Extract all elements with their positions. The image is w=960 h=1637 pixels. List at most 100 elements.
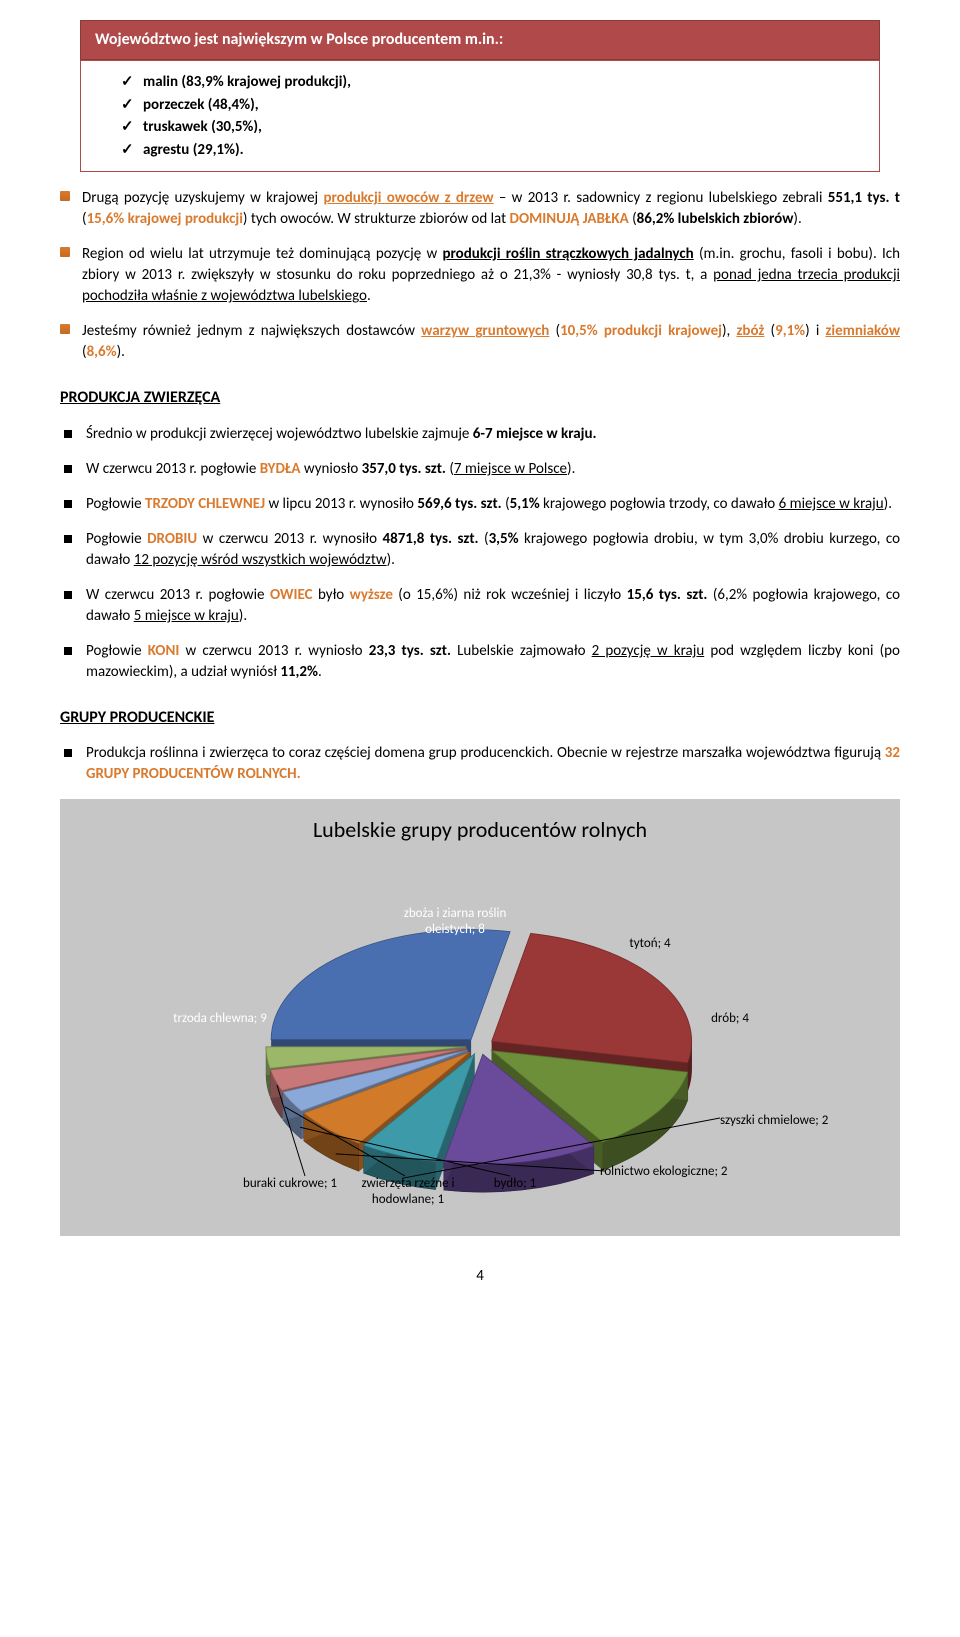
- highlight: 9,1%: [775, 322, 805, 340]
- text: krajowego pogłowia trzody, co dawało: [540, 495, 779, 513]
- text: Pogłowie: [86, 495, 145, 513]
- checklist-item: agrestu (29,1%).: [121, 139, 849, 162]
- banner: Województwo jest największym w Polsce pr…: [80, 20, 880, 60]
- highlight: zbóż: [736, 322, 764, 340]
- list-item: Pogłowie KONI w czerwcu 2013 r. wyniosło…: [60, 641, 900, 683]
- pie-label: szyszki chmielowe; 2: [720, 1113, 880, 1129]
- highlight: produkcji owoców z drzew: [323, 189, 493, 207]
- pie-label: zboża i ziarna roślin oleistych; 8: [380, 906, 530, 937]
- value: 3,5%: [489, 530, 519, 548]
- page-number: 4: [60, 1266, 900, 1287]
- pie-label: rolnictwo ekologiczne; 2: [600, 1164, 780, 1180]
- highlight: 8,6%: [87, 343, 117, 361]
- highlight: KONI: [148, 642, 180, 660]
- section-title-zwierzeca: PRODUKCJA ZWIERZĘCA: [60, 387, 900, 409]
- highlight: 7 miejsce w Polsce: [454, 460, 567, 478]
- list-item: Pogłowie TRZODY CHLEWNEJ w lipcu 2013 r.…: [60, 494, 900, 515]
- text: Lubelskie zajmowało: [451, 642, 592, 660]
- zwierzeca-list: Średnio w produkcji zwierzęcej województ…: [60, 424, 900, 683]
- pie-label: buraki cukrowe; 1: [230, 1176, 350, 1192]
- value: 4871,8 tys. szt.: [382, 530, 478, 548]
- value: 569,6 tys. szt.: [417, 495, 501, 513]
- text: Region od wielu lat utrzymuje też dominu…: [82, 245, 442, 263]
- list-item: Produkcja roślinna i zwierzęca to coraz …: [60, 743, 900, 785]
- text: (: [549, 322, 560, 340]
- value: 5,1%: [510, 495, 540, 513]
- highlight: DOMINUJĄ JABŁKA: [510, 210, 629, 228]
- text: ).: [793, 210, 801, 228]
- text: (: [502, 495, 510, 513]
- text: ),: [722, 322, 736, 340]
- pie-label: zwierzęta rzeźne i hodowlane; 1: [348, 1176, 468, 1207]
- highlight: ziemniaków: [825, 322, 900, 340]
- paragraph-owoce: Drugą pozycję uzyskujemy w krajowej prod…: [60, 188, 900, 230]
- text: Średnio w produkcji zwierzęcej województ…: [86, 425, 473, 443]
- highlight: 5 miejsce w kraju: [134, 607, 239, 625]
- highlight: OWIEC: [270, 586, 313, 604]
- text: Pogłowie: [86, 530, 147, 548]
- list-item: W czerwcu 2013 r. pogłowie OWIEC było wy…: [60, 585, 900, 627]
- pie-label: tytoń; 4: [610, 936, 690, 952]
- text: (: [479, 530, 489, 548]
- pie-label: drób; 4: [690, 1011, 770, 1027]
- highlight: DROBIU: [147, 530, 197, 548]
- highlight: 2 pozycję w kraju: [592, 642, 705, 660]
- highlight: TRZODY CHLEWNEJ: [145, 495, 265, 513]
- text: (: [629, 210, 637, 228]
- text: W czerwcu 2013 r. pogłowie: [86, 460, 260, 478]
- grupy-list: Produkcja roślinna i zwierzęca to coraz …: [60, 743, 900, 785]
- text: wyniosło: [301, 460, 362, 478]
- checklist-item: malin (83,9% krajowej produkcji),: [121, 71, 849, 94]
- value: 23,3 tys. szt.: [369, 642, 451, 660]
- pie-chart: trzoda chlewna; 9 zboża i ziarna roślin …: [70, 856, 890, 1216]
- text: Drugą pozycję uzyskujemy w krajowej: [82, 189, 323, 207]
- text: ).: [117, 343, 125, 361]
- checklist: malin (83,9% krajowej produkcji), porzec…: [80, 60, 880, 172]
- value: 551,1 tys. t: [828, 189, 900, 207]
- highlight: 15,6% krajowej produkcji: [87, 210, 243, 228]
- checklist-item: truskawek (30,5%),: [121, 116, 849, 139]
- pie-chart-container: Lubelskie grupy producentów rolnych trzo…: [60, 799, 900, 1236]
- text: ).: [567, 460, 575, 478]
- text: W czerwcu 2013 r. pogłowie: [86, 586, 270, 604]
- text: Produkcja roślinna i zwierzęca to coraz …: [86, 744, 885, 762]
- highlight: produkcji roślin strączkowych jadalnych: [442, 245, 693, 263]
- highlight: BYDŁA: [260, 460, 301, 478]
- checklist-item: porzeczek (48,4%),: [121, 94, 849, 117]
- text: ) i: [805, 322, 825, 340]
- list-item: Pogłowie DROBIU w czerwcu 2013 r. wynosi…: [60, 529, 900, 571]
- value: 86,2% lubelskich zbiorów: [637, 210, 794, 228]
- list-item: W czerwcu 2013 r. pogłowie BYDŁA wyniosł…: [60, 459, 900, 480]
- text: ).: [884, 495, 892, 513]
- text: w czerwcu 2013 r. wynosiło: [197, 530, 382, 548]
- highlight: wyższe: [350, 586, 393, 604]
- value: 6-7 miejsce w kraju.: [473, 425, 597, 443]
- text: ) tych owoców. W strukturze zbiorów od l…: [243, 210, 510, 228]
- text: Pogłowie: [86, 642, 148, 660]
- text: – w 2013 r. sadownicy z regionu lubelski…: [494, 189, 828, 207]
- value: 11,2%: [280, 663, 318, 681]
- text: .: [367, 287, 371, 305]
- highlight: 12 pozycję wśród wszystkich województw: [134, 551, 387, 569]
- pie-label: trzoda chlewna; 9: [160, 1011, 280, 1027]
- list-item: Średnio w produkcji zwierzęcej województ…: [60, 424, 900, 445]
- text: (: [764, 322, 775, 340]
- text: (o 15,6%) niż rok wcześniej i liczyło: [393, 586, 627, 604]
- chart-title: Lubelskie grupy producentów rolnych: [70, 815, 890, 846]
- value: 357,0 tys. szt.: [362, 460, 446, 478]
- pie-label: bydło; 1: [475, 1176, 555, 1192]
- highlight: 10,5% produkcji krajowej: [560, 322, 722, 340]
- highlight: 6 miejsce w kraju: [779, 495, 884, 513]
- text: ).: [239, 607, 247, 625]
- text: było: [313, 586, 350, 604]
- paragraph-warzywa: Jesteśmy również jednym z największych d…: [60, 321, 900, 363]
- highlight: warzyw gruntowych: [421, 322, 549, 340]
- text: ).: [387, 551, 395, 569]
- value: 15,6 tys. szt.: [627, 586, 708, 604]
- text: w czerwcu 2013 r. wyniosło: [179, 642, 368, 660]
- text: .: [318, 663, 322, 681]
- text: (: [446, 460, 454, 478]
- text: Jesteśmy również jednym z największych d…: [82, 322, 421, 340]
- text: w lipcu 2013 r. wynosiło: [265, 495, 417, 513]
- section-title-grupy: GRUPY PRODUCENCKIE: [60, 707, 900, 729]
